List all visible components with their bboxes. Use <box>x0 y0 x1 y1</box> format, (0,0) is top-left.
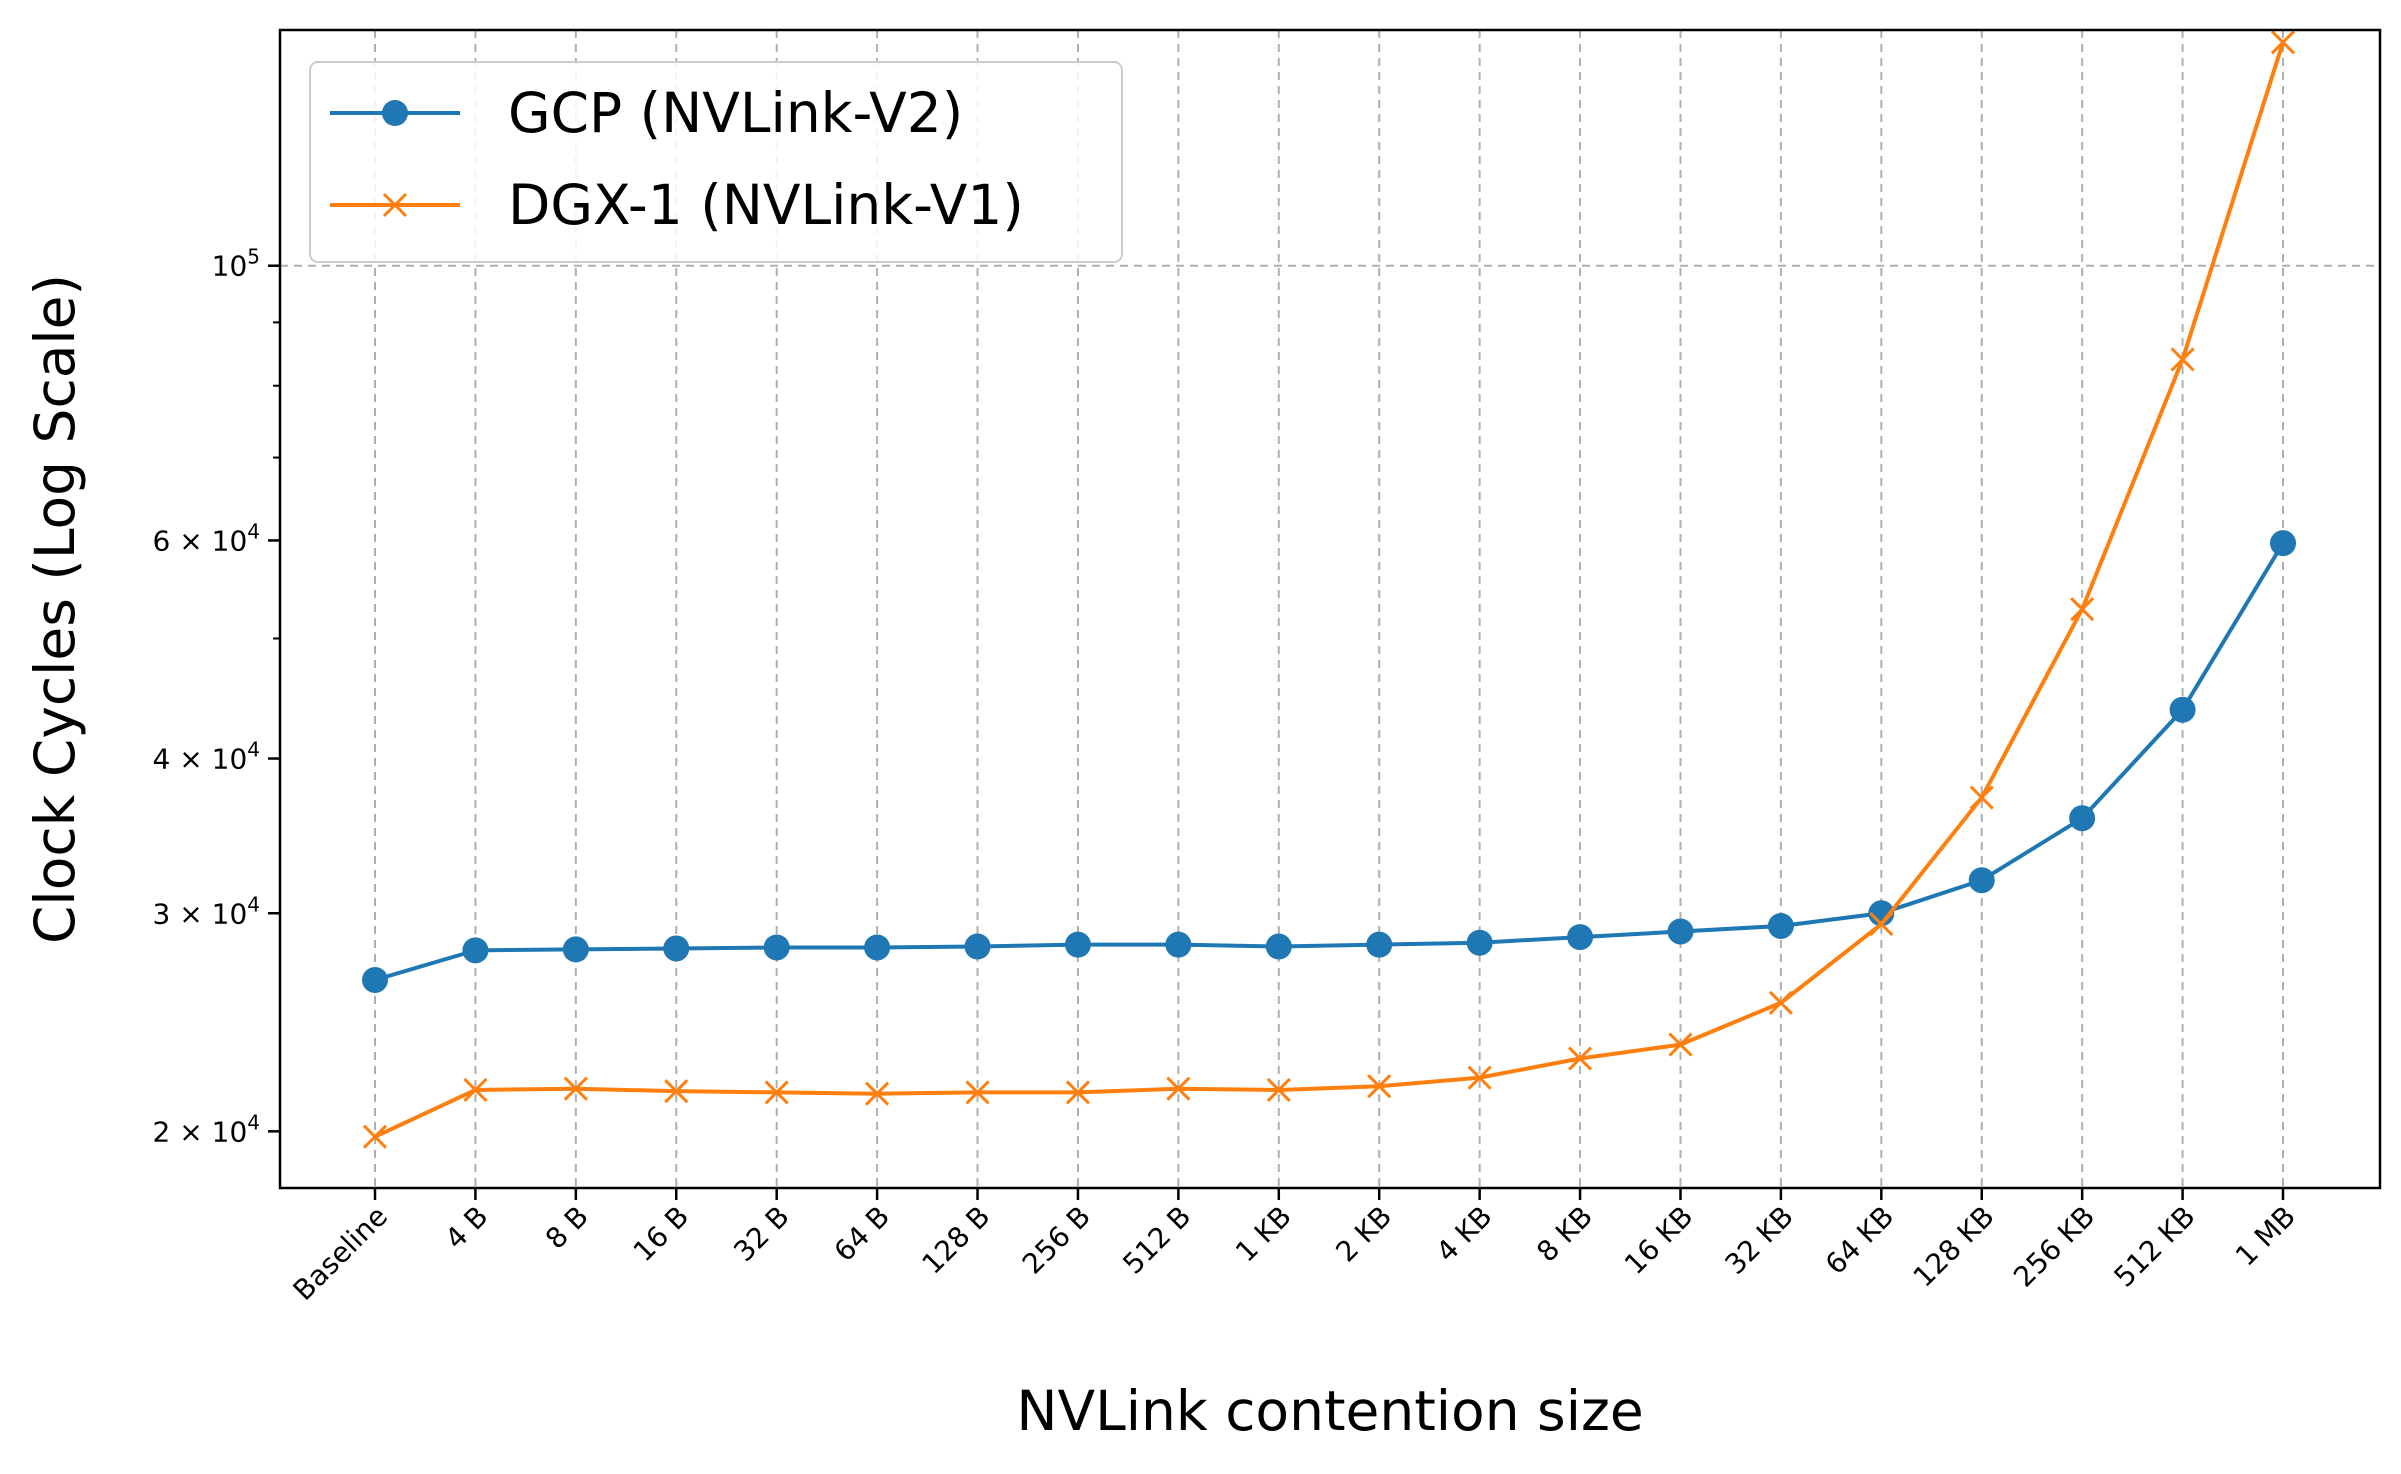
plot-frame <box>278 28 2382 1190</box>
data-point <box>764 1080 789 1105</box>
x-stroke <box>865 1081 890 1106</box>
x-stroke <box>1467 1065 1492 1090</box>
data-point <box>1266 1077 1291 1103</box>
x-stroke <box>1869 912 1894 937</box>
legend-marker-gcp <box>382 100 408 126</box>
x-stroke <box>1367 1074 1392 1099</box>
x-stroke <box>362 1124 388 1149</box>
data-point <box>1567 1046 1593 1071</box>
x-stroke <box>1668 1032 1693 1057</box>
data-point <box>2270 30 2296 55</box>
y-tick-label: 4 × 104 <box>153 738 260 776</box>
data-point <box>763 934 790 961</box>
y-tick-label: 105 <box>212 245 260 283</box>
legend-label-dgx1: DGX-1 (NVLink-V1) <box>508 173 1024 237</box>
y-tick-label: 2 × 104 <box>153 1110 260 1148</box>
data-point <box>362 966 388 993</box>
x-stroke <box>382 192 408 218</box>
legend-label-gcp: GCP (NVLink-V2) <box>508 81 963 145</box>
grid-lines <box>280 30 2380 1188</box>
data-point <box>663 935 690 962</box>
data-point <box>1064 931 1091 958</box>
x-stroke <box>2170 347 2195 372</box>
data-point <box>1768 990 1793 1015</box>
data-point <box>864 934 891 961</box>
data-point <box>462 937 489 964</box>
data-point <box>1367 1074 1392 1099</box>
x-stroke <box>2270 30 2296 55</box>
data-point <box>463 1077 488 1103</box>
data-point <box>1366 931 1393 958</box>
data-point <box>965 1080 990 1105</box>
x-stroke <box>1969 785 1994 810</box>
x-stroke <box>1065 1080 1091 1105</box>
data-point <box>1265 933 1292 960</box>
data-point <box>1968 867 1995 894</box>
data-point <box>1065 1080 1091 1105</box>
x-stroke <box>965 1080 990 1105</box>
legend-x-marker <box>382 192 408 218</box>
x-stroke <box>2070 597 2095 622</box>
data-point <box>1466 929 1493 956</box>
data-point <box>2169 696 2196 723</box>
data-point <box>1969 785 1994 810</box>
series-layer <box>362 30 2296 1149</box>
x-axis-label: NVLink contention size <box>1016 1379 1643 1443</box>
x-stroke <box>1768 990 1793 1015</box>
data-point <box>664 1079 689 1104</box>
y-ticks: 2 × 104 3 × 104 4 × 104 6 × 104 105 <box>153 245 280 1148</box>
data-point <box>1567 924 1594 951</box>
data-point <box>562 936 589 963</box>
x-stroke <box>764 1080 789 1105</box>
x-stroke <box>563 1076 588 1101</box>
legend-box <box>309 61 1123 263</box>
data-point <box>1869 912 1894 937</box>
data-point <box>2070 597 2095 622</box>
data-point <box>1467 1065 1492 1090</box>
data-point <box>1668 1032 1693 1057</box>
data-point <box>1767 912 1794 939</box>
data-point <box>2170 347 2195 372</box>
y-axis-label: Clock Cycles (Log Scale) <box>23 274 87 944</box>
series-line-dgx1 <box>374 41 2285 1139</box>
data-point <box>1165 931 1192 958</box>
data-point <box>2069 805 2096 832</box>
data-point <box>964 933 991 960</box>
data-point <box>865 1081 890 1106</box>
y-tick-label: 6 × 104 <box>153 519 260 557</box>
data-point <box>2270 530 2296 557</box>
x-stroke <box>1266 1077 1291 1103</box>
data-point <box>1868 900 1895 927</box>
data-point <box>1667 918 1694 945</box>
series-line-gcp <box>374 542 2285 982</box>
data-point <box>1166 1076 1191 1101</box>
data-point <box>362 1124 388 1149</box>
x-stroke <box>463 1077 488 1103</box>
data-point <box>563 1076 588 1101</box>
x-stroke <box>1567 1046 1593 1071</box>
x-stroke <box>1166 1076 1191 1101</box>
y-tick-label: 3 × 104 <box>153 892 260 930</box>
legend: GCP (NVLink-V2) DGX-1 (NVLink-V1) <box>309 61 1123 263</box>
x-stroke <box>664 1079 689 1104</box>
legend-marker-dgx1 <box>382 192 408 218</box>
